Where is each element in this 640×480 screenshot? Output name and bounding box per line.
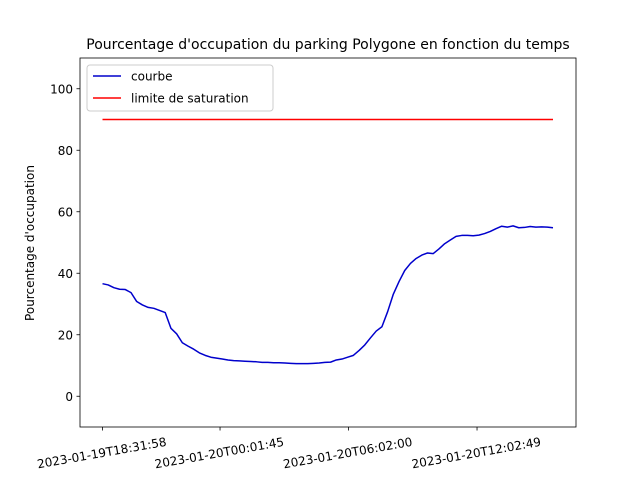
x-tick-label: 2023-01-20T12:02:49 (411, 435, 542, 472)
y-tick-label: 80 (58, 144, 73, 158)
y-tick-label: 0 (65, 390, 73, 404)
series-line-1 (102, 225, 554, 365)
plot-area (79, 57, 577, 428)
y-axis-label: Pourcentage d'occupation (23, 165, 37, 321)
y-tick-label: 20 (58, 328, 73, 342)
x-tick-label: 2023-01-19T18:31:58 (36, 435, 167, 472)
y-tick-label: 60 (58, 205, 73, 219)
y-tick-label: 100 (50, 82, 73, 96)
legend-frame (86, 64, 274, 112)
axes-layer: 0204060801002023-01-19T18:31:582023-01-2… (36, 82, 542, 471)
plot-frame (79, 57, 577, 428)
series-layer (102, 118, 554, 365)
legend-entry-1: courbe (131, 70, 172, 84)
chart-title: Pourcentage d'occupation du parking Poly… (86, 37, 569, 53)
y-tick-label: 40 (58, 267, 73, 281)
legend: courbe limite de saturation (86, 64, 274, 112)
x-tick-label: 2023-01-20T00:01:45 (154, 435, 285, 472)
x-tick-label: 2023-01-20T06:02:00 (282, 435, 413, 472)
legend-entry-2: limite de saturation (131, 92, 249, 106)
